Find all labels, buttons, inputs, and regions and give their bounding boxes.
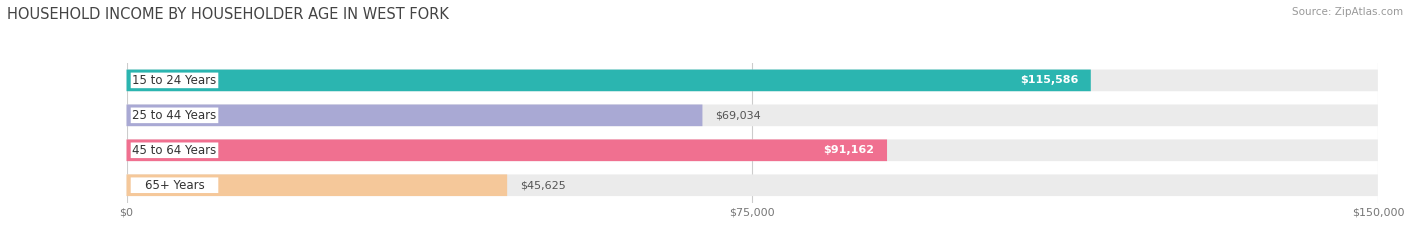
FancyBboxPatch shape [127,139,887,161]
Text: HOUSEHOLD INCOME BY HOUSEHOLDER AGE IN WEST FORK: HOUSEHOLD INCOME BY HOUSEHOLDER AGE IN W… [7,7,449,22]
Text: $91,162: $91,162 [824,145,875,155]
FancyBboxPatch shape [127,139,1378,161]
Text: Source: ZipAtlas.com: Source: ZipAtlas.com [1292,7,1403,17]
Text: $69,034: $69,034 [716,110,761,120]
Text: 25 to 44 Years: 25 to 44 Years [132,109,217,122]
FancyBboxPatch shape [131,178,218,193]
FancyBboxPatch shape [127,104,703,126]
Text: $45,625: $45,625 [520,180,565,190]
FancyBboxPatch shape [131,73,218,88]
FancyBboxPatch shape [127,69,1378,91]
Text: $115,586: $115,586 [1019,75,1078,85]
Text: 65+ Years: 65+ Years [145,179,204,192]
FancyBboxPatch shape [127,174,508,196]
FancyBboxPatch shape [127,174,1378,196]
FancyBboxPatch shape [127,69,1091,91]
FancyBboxPatch shape [131,143,218,158]
Text: 15 to 24 Years: 15 to 24 Years [132,74,217,87]
FancyBboxPatch shape [127,104,1378,126]
Text: 45 to 64 Years: 45 to 64 Years [132,144,217,157]
FancyBboxPatch shape [131,108,218,123]
